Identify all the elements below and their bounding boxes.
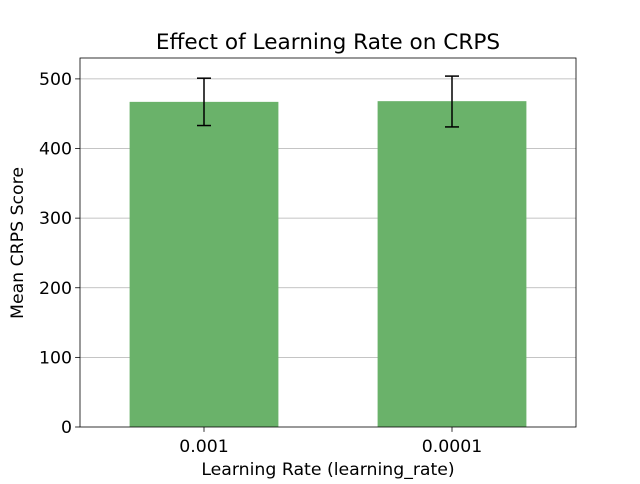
y-tick-label: 100 (39, 348, 72, 368)
y-tick-label: 200 (39, 279, 72, 299)
axes: 0 100 200 300 400 500 0.001 0.0001 (39, 57, 577, 457)
y-tick-label: 400 (39, 140, 72, 160)
y-tick-label: 0 (61, 418, 72, 438)
x-tick-label: 0.0001 (422, 437, 482, 457)
error-bars (197, 75, 459, 128)
chart-title: Effect of Learning Rate on CRPS (156, 30, 500, 55)
x-axis-label: Learning Rate (learning_rate) (201, 460, 454, 480)
y-axis-label: Mean CRPS Score (8, 167, 28, 319)
bar-0.001 (129, 101, 279, 427)
y-tick-label: 500 (39, 70, 72, 90)
bars (129, 101, 527, 427)
bar-0.0001 (377, 101, 527, 427)
x-tick-label: 0.001 (179, 437, 228, 457)
plot-frame (79, 57, 577, 428)
y-tick-label: 300 (39, 209, 72, 229)
